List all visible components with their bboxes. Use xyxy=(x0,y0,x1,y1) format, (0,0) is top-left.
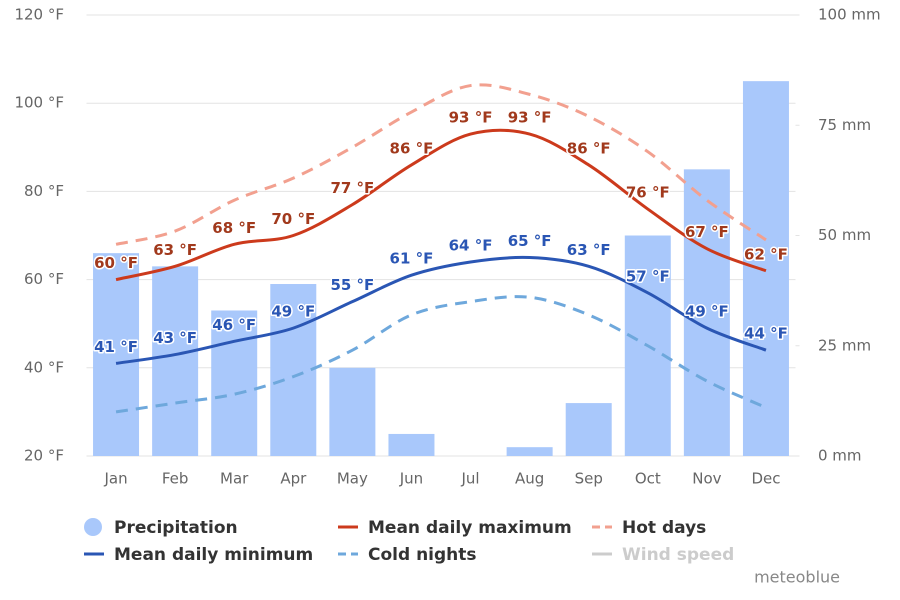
precipitation-bar xyxy=(506,447,553,456)
legend-label: Mean daily maximum xyxy=(368,518,572,538)
legend-label: Cold nights xyxy=(368,545,477,565)
x-tick-label: Nov xyxy=(692,470,721,488)
y2-tick-label: 0 mm xyxy=(818,447,862,465)
data-label: 49 °F xyxy=(685,303,729,321)
data-label: 65 °F xyxy=(508,232,552,250)
data-label: 76 °F xyxy=(626,184,670,202)
x-tick-label: Apr xyxy=(280,470,307,488)
legend-symbol xyxy=(84,518,102,536)
x-tick-label: Jan xyxy=(103,470,127,488)
precipitation-bar xyxy=(683,169,730,456)
data-label: 44 °F xyxy=(744,325,788,343)
legend-label: Wind speed xyxy=(622,545,734,565)
dashed-line xyxy=(115,83,767,246)
precipitation-bar xyxy=(742,81,789,457)
data-label: 86 °F xyxy=(390,139,434,157)
data-label: 62 °F xyxy=(744,245,788,263)
precipitation-bar xyxy=(388,433,435,456)
data-label: 63 °F xyxy=(567,241,611,259)
x-tick-label: Feb xyxy=(162,470,189,488)
data-label: 68 °F xyxy=(212,219,256,237)
dashed-line xyxy=(115,295,767,414)
x-tick-label: Oct xyxy=(635,470,661,488)
precipitation-bar xyxy=(329,367,376,456)
data-label: 46 °F xyxy=(212,316,256,334)
data-label: 64 °F xyxy=(449,236,493,254)
y2-tick-label: 25 mm xyxy=(818,336,871,354)
precipitation-bar xyxy=(211,310,258,456)
y-tick-label: 20 °F xyxy=(24,447,64,465)
legend-label: Mean daily minimum xyxy=(114,545,313,565)
data-label: 77 °F xyxy=(330,179,374,197)
x-tick-label: Sep xyxy=(575,470,603,488)
data-label: 60 °F xyxy=(94,254,138,272)
line xyxy=(115,255,767,365)
x-tick-label: Jun xyxy=(399,470,423,488)
data-label: 61 °F xyxy=(390,250,434,268)
data-label: 49 °F xyxy=(271,303,315,321)
data-label: 86 °F xyxy=(567,139,611,157)
data-label: 41 °F xyxy=(94,338,138,356)
data-label: 67 °F xyxy=(685,223,729,241)
x-tick-label: May xyxy=(337,470,368,488)
x-tick-label: Aug xyxy=(515,470,544,488)
y-tick-label: 80 °F xyxy=(24,182,64,200)
legend-label: Precipitation xyxy=(114,518,238,538)
y-tick-label: 120 °F xyxy=(14,6,64,24)
y2-tick-label: 100 mm xyxy=(818,6,881,24)
y2-tick-label: 50 mm xyxy=(818,226,871,244)
y2-tick-label: 75 mm xyxy=(818,116,871,134)
grid xyxy=(86,14,800,457)
line xyxy=(115,128,767,282)
precipitation-bar xyxy=(93,253,140,456)
y-tick-label: 100 °F xyxy=(14,94,64,112)
x-tick-label: Jul xyxy=(460,470,479,488)
data-label: 55 °F xyxy=(330,276,374,294)
precipitation-bar xyxy=(270,284,317,456)
legend-label: Hot days xyxy=(622,518,706,538)
data-label: 70 °F xyxy=(271,210,315,228)
data-label: 57 °F xyxy=(626,267,670,285)
x-tick-label: Mar xyxy=(220,470,249,488)
data-label: 63 °F xyxy=(153,241,197,259)
x-tick-label: Dec xyxy=(751,470,780,488)
data-label: 93 °F xyxy=(508,109,552,127)
y-tick-label: 40 °F xyxy=(24,358,64,376)
credit: meteoblue xyxy=(754,568,840,587)
precipitation-bar xyxy=(565,403,612,456)
y-tick-label: 60 °F xyxy=(24,270,64,288)
precipitation-bar xyxy=(152,266,199,456)
data-label: 93 °F xyxy=(449,109,493,127)
data-label: 43 °F xyxy=(153,329,197,347)
